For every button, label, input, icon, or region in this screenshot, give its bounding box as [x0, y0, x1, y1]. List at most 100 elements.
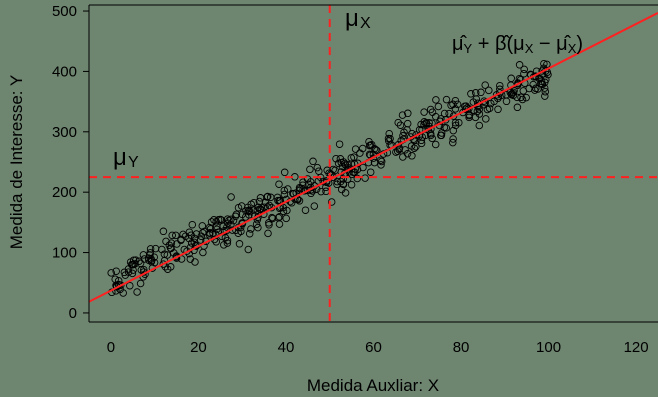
- data-point: [377, 161, 385, 169]
- data-point: [244, 245, 253, 254]
- data-point: [245, 229, 254, 238]
- data-point: [309, 157, 317, 166]
- data-point: [420, 108, 428, 116]
- data-point: [451, 118, 460, 127]
- data-point: [275, 213, 284, 221]
- data-point: [522, 93, 530, 102]
- data-point: [445, 109, 453, 118]
- data-point: [231, 212, 240, 221]
- data-point: [399, 132, 407, 140]
- data-point: [173, 240, 181, 248]
- mu-y-subscript: Y: [128, 154, 139, 171]
- data-point: [289, 189, 297, 198]
- lines-layer: [88, 5, 658, 322]
- data-point: [475, 110, 484, 118]
- data-point: [481, 81, 489, 89]
- data-point: [304, 180, 313, 188]
- data-point: [370, 158, 379, 167]
- data-point: [518, 95, 527, 104]
- data-point: [477, 88, 485, 97]
- data-point: [401, 146, 409, 154]
- data-point: [227, 193, 235, 201]
- data-point: [315, 167, 323, 175]
- data-point: [274, 196, 282, 205]
- data-point: [420, 121, 428, 129]
- data-point: [245, 211, 253, 219]
- data-point: [451, 105, 460, 113]
- data-point: [475, 121, 484, 130]
- data-point: [188, 220, 197, 229]
- data-point: [280, 168, 289, 177]
- data-point: [126, 281, 134, 290]
- data-point: [216, 215, 225, 224]
- data-point: [515, 74, 524, 83]
- mu-y-annotation: μ Y: [113, 144, 139, 171]
- data-point: [361, 174, 369, 182]
- data-point: [492, 91, 501, 99]
- y-tick-label: 200: [52, 184, 77, 201]
- data-point: [472, 95, 481, 103]
- data-point: [237, 202, 246, 210]
- data-point: [220, 241, 228, 249]
- data-point: [515, 61, 524, 69]
- data-point: [135, 257, 143, 265]
- data-point: [317, 187, 325, 196]
- data-point: [334, 159, 343, 168]
- data-point: [159, 260, 168, 268]
- x-tick-label: 0: [107, 339, 115, 356]
- data-point: [394, 118, 402, 127]
- data-point: [172, 231, 180, 240]
- data-point: [333, 180, 341, 189]
- data-point: [442, 95, 451, 104]
- data-point: [119, 289, 127, 297]
- data-point: [358, 144, 367, 153]
- data-point: [140, 255, 149, 263]
- data-point: [137, 266, 146, 274]
- data-point: [147, 256, 156, 265]
- data-point: [274, 213, 283, 222]
- data-point: [181, 232, 190, 240]
- y-tick-label: 300: [52, 124, 77, 141]
- data-point: [128, 269, 137, 278]
- data-point: [295, 197, 304, 205]
- data-point: [206, 229, 214, 237]
- data-point: [449, 138, 457, 147]
- data-point: [542, 75, 550, 84]
- data-point: [541, 87, 550, 96]
- data-point: [192, 230, 201, 238]
- data-point: [434, 102, 443, 111]
- data-point: [366, 168, 375, 176]
- x-tick-label: 120: [624, 339, 649, 356]
- x-tick-label: 40: [278, 339, 295, 356]
- data-point: [126, 258, 135, 266]
- data-point: [442, 124, 450, 132]
- data-point: [133, 288, 141, 296]
- data-point: [331, 166, 339, 175]
- data-point: [167, 239, 176, 247]
- data-point: [519, 87, 528, 95]
- data-point: [207, 218, 216, 226]
- data-point: [513, 103, 522, 112]
- data-point: [168, 231, 176, 240]
- data-point: [327, 198, 336, 206]
- data-point: [467, 90, 475, 98]
- data-point: [535, 74, 543, 82]
- data-point: [306, 165, 314, 174]
- y-tick-label: 400: [52, 63, 77, 80]
- data-point: [225, 216, 233, 225]
- regression-line: [88, 11, 658, 303]
- data-point: [146, 245, 155, 253]
- data-point: [221, 234, 230, 242]
- data-point: [377, 156, 385, 164]
- data-point: [237, 227, 245, 236]
- data-point: [343, 175, 352, 183]
- data-point: [336, 155, 345, 163]
- data-point: [507, 74, 515, 83]
- data-point: [275, 180, 283, 188]
- data-point: [235, 240, 244, 248]
- data-point: [410, 144, 419, 152]
- data-point: [483, 105, 492, 114]
- data-point: [428, 134, 436, 143]
- y-axis-title: Medida de Interesse: Y: [7, 75, 26, 250]
